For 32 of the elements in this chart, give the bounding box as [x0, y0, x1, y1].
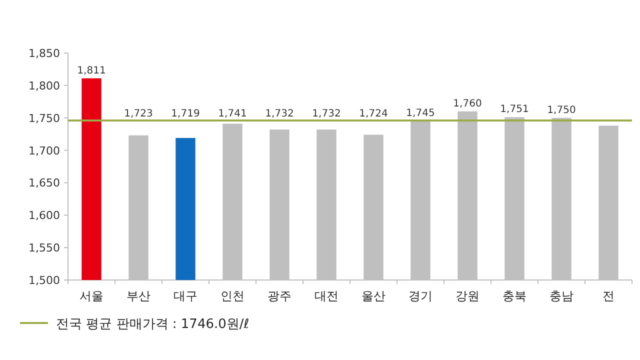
data-label: 1,719	[171, 108, 200, 120]
data-label: 1,741	[218, 108, 247, 120]
x-tick-label: 대구	[174, 289, 198, 303]
data-label: 1,760	[453, 98, 482, 110]
data-label: 1,811	[77, 65, 106, 76]
data-label: 1,750	[547, 104, 576, 116]
data-label: 1,732	[312, 108, 341, 120]
data-label: 1,723	[124, 108, 153, 120]
x-tick-label: 강원	[456, 289, 480, 303]
x-tick-label: 경기	[408, 289, 432, 303]
y-tick-label: 1,750	[28, 112, 60, 125]
x-tick-label: 부산	[126, 289, 150, 303]
legend-label: 전국 평균 판매가격 : 1746.0원/ℓ	[56, 317, 250, 332]
y-tick-label: 1,500	[28, 274, 60, 287]
x-tick-label: 전	[602, 289, 614, 303]
y-tick-label: 1,800	[28, 79, 60, 92]
data-label: 1,745	[406, 108, 435, 120]
x-tick-label: 울산	[362, 289, 386, 303]
data-label: 1,732	[265, 108, 294, 120]
data-label: 1,724	[359, 108, 388, 120]
y-tick-label: 1,850	[28, 47, 60, 60]
x-tick-label: 인천	[220, 289, 244, 303]
y-tick-label: 1,700	[28, 144, 60, 158]
y-tick-label: 1,550	[28, 242, 60, 255]
x-tick-label: 서울	[80, 289, 104, 303]
x-tick-label: 충남	[550, 289, 574, 303]
y-tick-label: 1,650	[28, 176, 60, 190]
data-label: 1,751	[500, 104, 529, 116]
x-tick-label: 대전	[314, 289, 338, 303]
x-tick-label: 광주	[268, 289, 292, 303]
y-tick-label: 1,600	[28, 209, 60, 222]
x-tick-label: 충북	[502, 289, 526, 303]
